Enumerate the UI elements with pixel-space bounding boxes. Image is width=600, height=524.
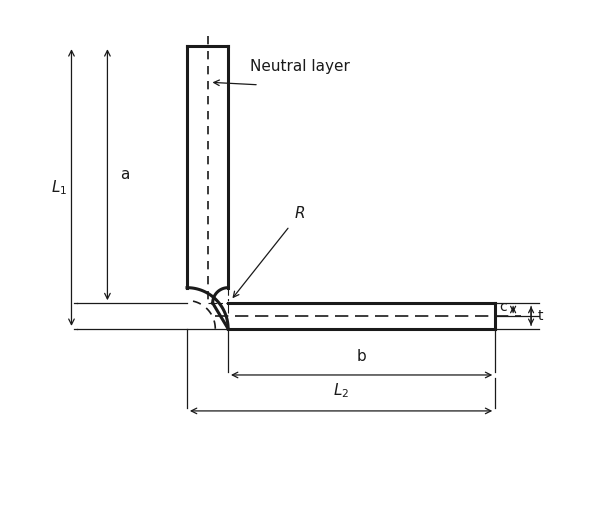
Text: R: R [295, 206, 305, 221]
Text: b: b [357, 348, 367, 364]
Text: Neutral layer: Neutral layer [250, 59, 350, 74]
Text: $L_1$: $L_1$ [50, 178, 67, 197]
Text: a: a [120, 167, 130, 182]
Text: c: c [499, 300, 507, 314]
Text: $L_2$: $L_2$ [333, 381, 349, 400]
Text: t: t [537, 309, 543, 323]
